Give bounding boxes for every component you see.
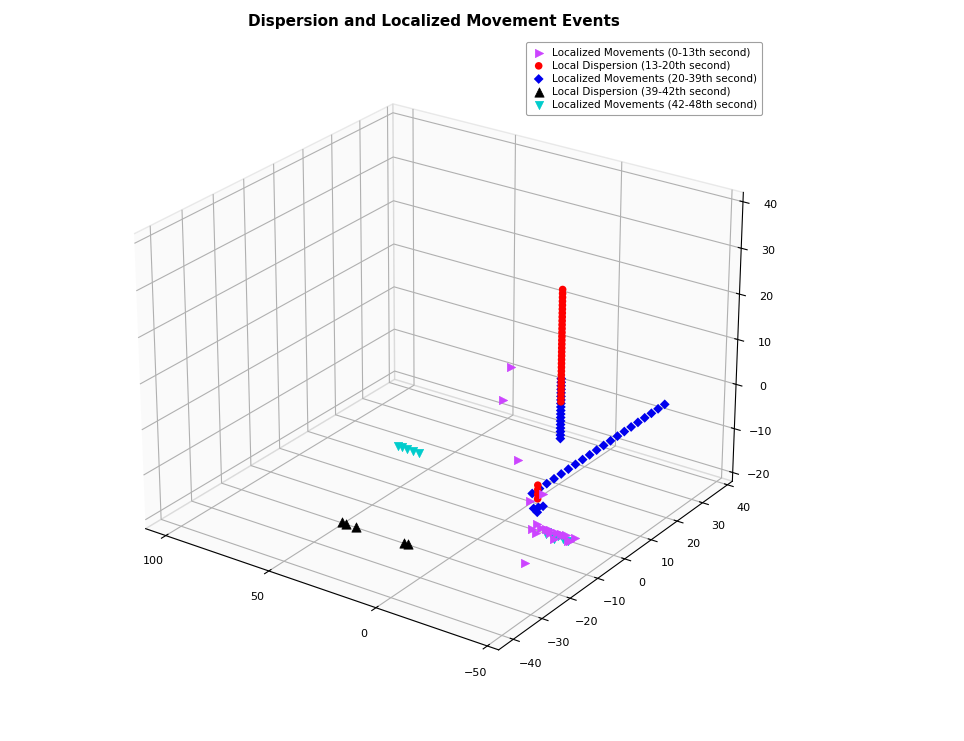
Legend: Localized Movements (0-13th second), Local Dispersion (13-20th second), Localize: Localized Movements (0-13th second), Loc…: [525, 42, 762, 115]
Title: Dispersion and Localized Movement Events: Dispersion and Localized Movement Events: [248, 14, 620, 29]
